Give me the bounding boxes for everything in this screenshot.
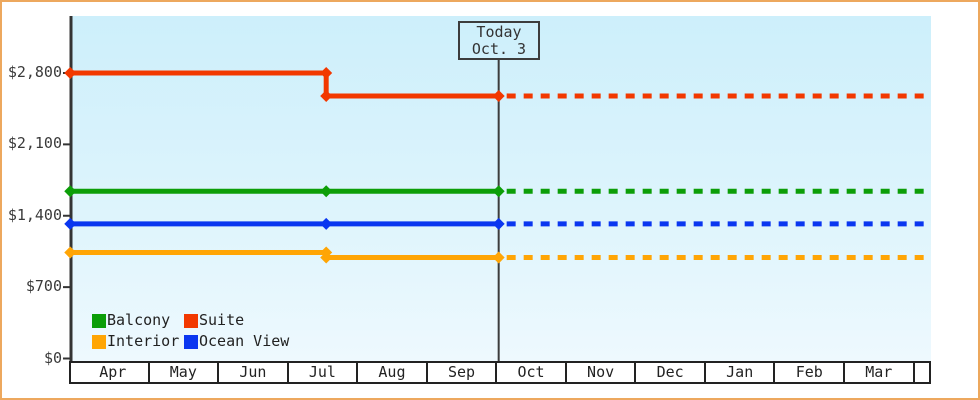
month-cell-mar: Mar bbox=[843, 363, 913, 382]
month-cell-may: May bbox=[147, 363, 218, 382]
legend-swatch-icon bbox=[92, 334, 106, 349]
legend-label: Balcony bbox=[107, 311, 171, 329]
marker-suite bbox=[64, 67, 77, 79]
series-line-interior bbox=[70, 249, 499, 261]
legend-label: Ocean View bbox=[199, 332, 290, 350]
marker-suite bbox=[492, 89, 505, 102]
legend-item-suite: Suite bbox=[184, 312, 289, 329]
y-axis-label: $1,400 bbox=[7, 205, 62, 224]
today-date: Oct. 3 bbox=[471, 40, 527, 58]
marker-interior bbox=[64, 246, 77, 259]
month-cell-blank bbox=[912, 363, 929, 382]
marker-ocean-view bbox=[320, 217, 333, 230]
marker-balcony bbox=[492, 185, 505, 198]
marker-ocean-view bbox=[64, 217, 77, 230]
marker-interior bbox=[320, 251, 333, 264]
y-axis-label: $700 bbox=[25, 277, 62, 296]
legend-swatch-icon bbox=[184, 313, 198, 328]
marker-interior bbox=[492, 251, 505, 264]
legend-label: Suite bbox=[199, 311, 245, 329]
x-axis-month-row: Apr May Jun Jul Aug Sep Oct Nov Dec Jan Feb Mar bbox=[69, 361, 931, 384]
marker-suite bbox=[320, 89, 333, 102]
today-label: Today bbox=[476, 23, 522, 41]
marker-suite bbox=[320, 67, 333, 79]
legend-label: Interior bbox=[107, 332, 180, 350]
marker-ocean-view bbox=[492, 217, 505, 230]
month-cell-aug: Aug bbox=[356, 363, 426, 382]
y-axis-label: $2,800 bbox=[7, 63, 62, 81]
month-cell-nov: Nov bbox=[564, 363, 635, 382]
legend-swatch-icon bbox=[184, 334, 198, 349]
legend-item-balcony: Balcony bbox=[92, 312, 184, 329]
month-cell-feb: Feb bbox=[773, 363, 843, 382]
series-line-suite bbox=[70, 70, 499, 99]
legend-swatch-icon bbox=[92, 313, 106, 328]
month-cell-dec: Dec bbox=[634, 363, 704, 382]
marker-balcony bbox=[320, 185, 333, 198]
month-cell-jan: Jan bbox=[703, 363, 774, 382]
marker-balcony bbox=[64, 185, 77, 198]
today-marker-box: Today Oct. 3 bbox=[458, 21, 540, 60]
month-cell-blank bbox=[71, 363, 78, 382]
month-cell-sep: Sep bbox=[425, 363, 496, 382]
y-axis-label: $0 bbox=[43, 348, 62, 367]
y-axis-label: $2,100 bbox=[7, 134, 62, 153]
month-cell-apr: Apr bbox=[99, 363, 127, 381]
legend-item-ocean-view: Ocean View bbox=[184, 333, 289, 350]
legend-item-interior: Interior bbox=[92, 333, 184, 350]
month-cell-jul: Jul bbox=[286, 363, 357, 382]
month-cell-jun: Jun bbox=[217, 363, 287, 382]
legend: Balcony Suite Interior Ocean View bbox=[92, 312, 289, 350]
month-cell-oct: Oct bbox=[495, 363, 565, 382]
